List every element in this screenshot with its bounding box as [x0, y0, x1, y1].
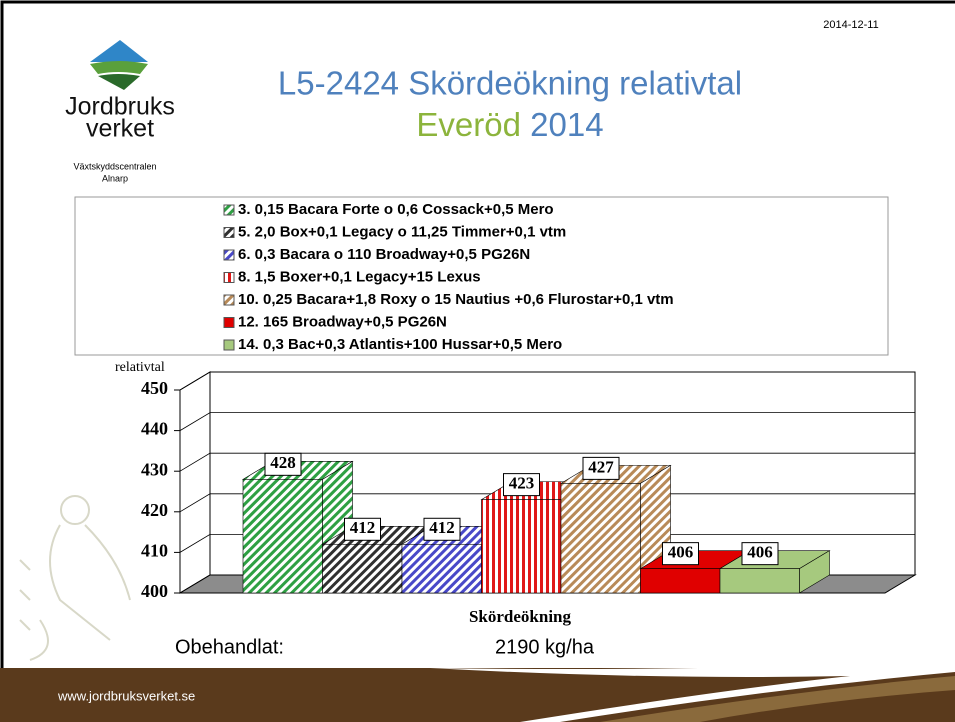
data-label-box — [344, 517, 381, 541]
legend-swatch — [223, 249, 235, 261]
data-label: 406 — [668, 543, 694, 562]
legend-label: 8. 1,5 Boxer+0,1 Legacy+15 Lexus — [238, 268, 481, 285]
grid-line — [179, 412, 915, 431]
data-label-box — [741, 542, 779, 566]
legend-label: 5. 2,0 Box+0,1 Legacy o 11,25 Timmer+0,1… — [238, 223, 566, 240]
legend-swatch — [223, 339, 235, 351]
bar — [242, 479, 323, 594]
bar — [481, 499, 562, 594]
grid-line — [179, 371, 915, 391]
legend-label: 3. 0,15 Bacara Forte o 0,6 Cossack+0,5 M… — [238, 201, 554, 218]
footer-band — [0, 660, 955, 722]
note-label: Obehandlat: — [175, 636, 284, 658]
footer-url: www.jordbruksverket.se — [57, 688, 195, 703]
bar — [640, 568, 721, 594]
y-tick-label: 440 — [141, 419, 168, 439]
subtitle: Everöd 2014 — [416, 106, 603, 143]
legend-label: 10. 0,25 Bacara+1,8 Roxy o 15 Nautius +0… — [238, 291, 674, 308]
data-label-box — [264, 452, 302, 476]
subtitle-place: Everöd — [416, 106, 521, 143]
legend-swatch — [223, 317, 235, 328]
legend-swatch — [223, 294, 235, 306]
y-axis-label: relativtal — [115, 360, 165, 375]
date: 2014-12-11 — [823, 19, 878, 31]
illustration — [19, 495, 131, 661]
bar — [401, 543, 482, 594]
title: L5-2424 Skördeökning relativtal — [278, 65, 742, 102]
bar — [322, 543, 403, 594]
data-label: 412 — [350, 518, 376, 537]
legend-label: 14. 0,3 Bac+0,3 Atlantis+100 Hussar+0,5 … — [238, 336, 562, 353]
grid-line — [179, 452, 915, 472]
data-label-box — [423, 517, 461, 541]
data-label: 423 — [509, 474, 535, 493]
org-text: Alnarp — [102, 173, 128, 183]
data-label: 412 — [429, 518, 455, 537]
y-tick-label: 420 — [141, 500, 168, 520]
logo-text: verket — [86, 115, 154, 143]
subtitle-year: 2014 — [530, 106, 603, 143]
y-tick-label: 410 — [141, 541, 168, 561]
y-tick-label: 450 — [141, 378, 168, 398]
legend-label: 6. 0,3 Bacara o 110 Broadway+0,5 PG26N — [238, 246, 530, 263]
org-text: Växtskyddscentralen — [73, 161, 156, 171]
legend-swatch — [223, 227, 235, 238]
data-label-box — [503, 473, 540, 497]
grid-line — [179, 534, 915, 553]
data-label-box — [662, 542, 699, 566]
x-axis-label: Skördeökning — [469, 607, 572, 626]
bar — [560, 483, 641, 594]
legend-box — [74, 196, 889, 356]
side-wall — [179, 371, 211, 594]
grid-line — [179, 493, 915, 513]
y-tick-label: 400 — [141, 581, 168, 601]
chart: relativtal Skördeökning 400 410 420 430 440 450… — [115, 201, 917, 626]
logo: Jordbruks verket — [65, 40, 175, 143]
y-tick-label: 430 — [141, 459, 168, 479]
bar — [719, 568, 800, 594]
data-label: 428 — [270, 453, 296, 472]
legend-label: 12. 165 Broadway+0,5 PG26N — [238, 313, 447, 330]
data-label: 427 — [588, 457, 614, 476]
logo-text: Jordbruks — [65, 93, 175, 121]
data-label: 406 — [747, 543, 773, 562]
data-label-box — [582, 456, 620, 480]
note-value: 2190 kg/ha — [495, 636, 595, 658]
legend-swatch — [223, 272, 235, 283]
legend-swatch — [223, 204, 235, 216]
